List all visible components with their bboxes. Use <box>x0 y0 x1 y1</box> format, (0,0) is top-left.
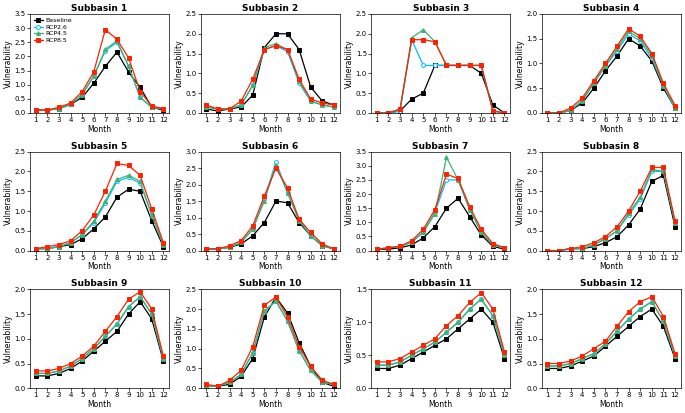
X-axis label: Month: Month <box>599 400 623 409</box>
Title: Subbasin 11: Subbasin 11 <box>410 280 472 289</box>
Title: Subbasin 3: Subbasin 3 <box>412 4 469 13</box>
Y-axis label: Vulnerability: Vulnerability <box>345 314 354 363</box>
Y-axis label: Vulnerability: Vulnerability <box>4 39 13 88</box>
Y-axis label: Vulnerability: Vulnerability <box>516 39 525 88</box>
Y-axis label: Vulnerability: Vulnerability <box>175 314 184 363</box>
Title: Subbasin 8: Subbasin 8 <box>583 142 639 151</box>
X-axis label: Month: Month <box>258 262 282 271</box>
Title: Subbasin 1: Subbasin 1 <box>71 4 127 13</box>
Y-axis label: Vulnerability: Vulnerability <box>516 177 525 225</box>
X-axis label: Month: Month <box>88 262 112 271</box>
Y-axis label: Vulnerability: Vulnerability <box>516 314 525 363</box>
X-axis label: Month: Month <box>258 400 282 409</box>
X-axis label: Month: Month <box>429 124 453 133</box>
Title: Subbasin 5: Subbasin 5 <box>71 142 127 151</box>
Y-axis label: Vulnerability: Vulnerability <box>4 314 13 363</box>
Title: Subbasin 7: Subbasin 7 <box>412 142 469 151</box>
Title: Subbasin 6: Subbasin 6 <box>242 142 298 151</box>
Y-axis label: Vulnerability: Vulnerability <box>4 177 13 225</box>
X-axis label: Month: Month <box>258 124 282 133</box>
Y-axis label: Vulnerability: Vulnerability <box>345 177 354 225</box>
X-axis label: Month: Month <box>599 124 623 133</box>
X-axis label: Month: Month <box>88 124 112 133</box>
Y-axis label: Vulnerability: Vulnerability <box>175 177 184 225</box>
Y-axis label: Vulnerability: Vulnerability <box>345 39 354 88</box>
Title: Subbasin 2: Subbasin 2 <box>242 4 298 13</box>
X-axis label: Month: Month <box>599 262 623 271</box>
Title: Subbasin 4: Subbasin 4 <box>583 4 639 13</box>
X-axis label: Month: Month <box>429 262 453 271</box>
Title: Subbasin 12: Subbasin 12 <box>580 280 643 289</box>
X-axis label: Month: Month <box>88 400 112 409</box>
X-axis label: Month: Month <box>429 400 453 409</box>
Title: Subbasin 10: Subbasin 10 <box>239 280 301 289</box>
Title: Subbasin 9: Subbasin 9 <box>71 280 128 289</box>
Legend: Baseline, RCP2.6, RCP4.5, RCP8.5: Baseline, RCP2.6, RCP4.5, RCP8.5 <box>33 17 72 43</box>
Y-axis label: Vulnerability: Vulnerability <box>175 39 184 88</box>
